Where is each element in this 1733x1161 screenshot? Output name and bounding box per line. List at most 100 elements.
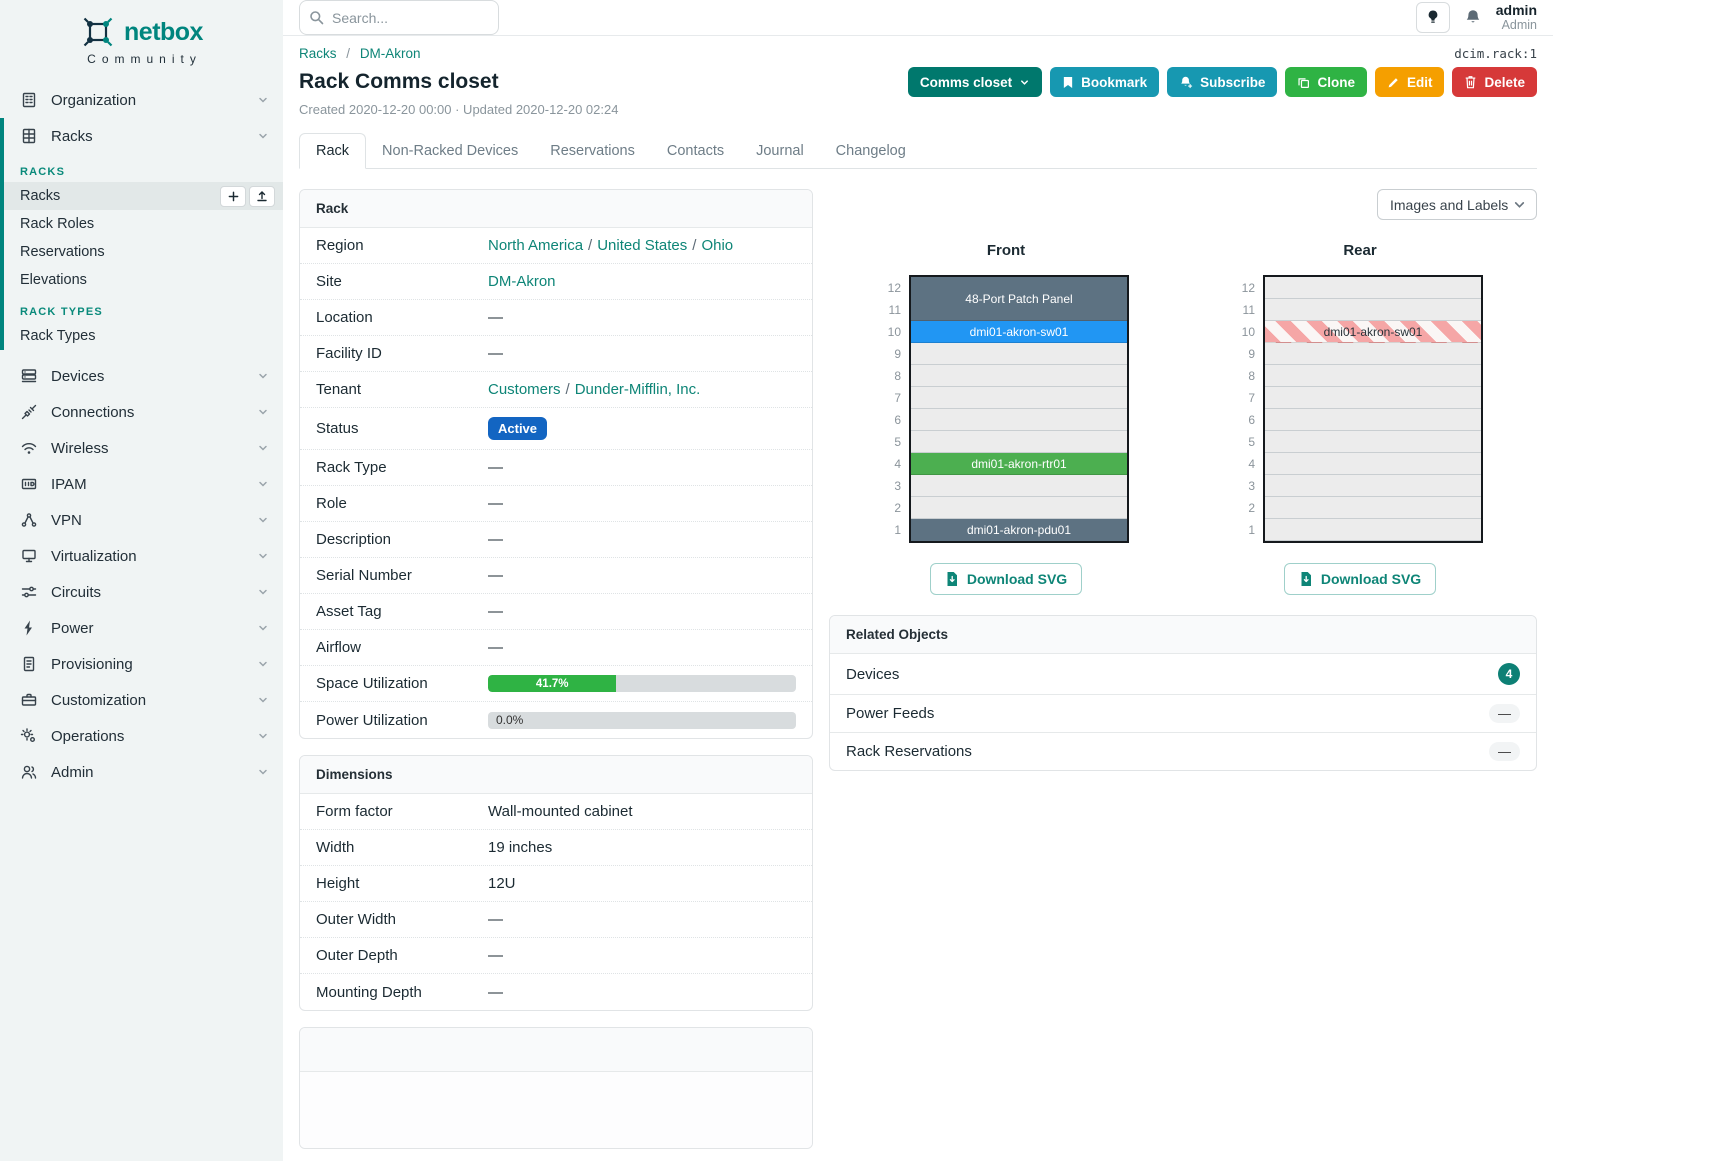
sidebar-item-provisioning[interactable]: Provisioning — [0, 646, 283, 682]
region-link[interactable]: United States — [597, 237, 688, 254]
copy-icon — [1298, 77, 1310, 88]
user-menu[interactable]: admin Admin — [1496, 2, 1537, 34]
related-devices-row[interactable]: Devices 4 — [830, 654, 1536, 695]
subscribe-button[interactable]: Subscribe — [1167, 67, 1278, 97]
sidebar-item-label: Circuits — [51, 583, 102, 601]
edit-label: Edit — [1406, 74, 1433, 90]
sidebar-racks-expanded-group: Racks RACKS Racks Rack Roles — [0, 118, 283, 350]
rack-device[interactable]: dmi01-akron-rtr01 — [911, 453, 1127, 475]
rack-unit-number: 7 — [894, 391, 901, 405]
rack-unit-number: 1 — [894, 523, 901, 537]
upload-icon — [257, 191, 267, 202]
chevron-down-icon — [259, 625, 267, 631]
tab-reservations[interactable]: Reservations — [534, 133, 651, 168]
table-row: Outer Width — — [300, 902, 812, 938]
lightbulb-icon — [1428, 10, 1438, 24]
rack-device[interactable]: 48-Port Patch Panel — [911, 277, 1127, 321]
related-rack-reservations-row[interactable]: Rack Reservations — — [830, 733, 1536, 770]
sidebar-item-vpn[interactable]: VPN — [0, 502, 283, 538]
delete-label: Delete — [1484, 74, 1525, 90]
breadcrumb-racks-link[interactable]: Racks — [299, 46, 337, 61]
tab-changelog[interactable]: Changelog — [820, 133, 922, 168]
dimensions-panel-title: Dimensions — [300, 756, 812, 794]
sidebar-item-label: Devices — [51, 367, 105, 385]
add-rack-button[interactable] — [220, 185, 246, 207]
sidebar-item-customization[interactable]: Customization — [0, 682, 283, 718]
rack-unit-numbers: 12 11 10 9 8 7 6 5 4 3 2 1 — [883, 275, 909, 543]
rack-device[interactable]: dmi01-akron-sw01 — [911, 321, 1127, 343]
edit-button[interactable]: Edit — [1374, 67, 1445, 97]
chevron-down-icon — [259, 481, 267, 487]
rack-empty-unit — [1265, 365, 1481, 387]
region-link[interactable]: North America — [488, 237, 584, 254]
gears-icon — [20, 728, 35, 742]
rack-empty-unit — [1265, 497, 1481, 519]
users-icon — [21, 765, 37, 779]
rack-unit-number: 3 — [1248, 479, 1255, 493]
sidebar-item-wireless[interactable]: Wireless — [0, 430, 283, 466]
rack-name-dropdown-button[interactable]: Comms closet — [907, 67, 1043, 97]
vpn-icon — [21, 513, 37, 527]
sidebar-item-elevations[interactable]: Elevations — [4, 266, 283, 294]
power-feeds-empty-badge: — — [1489, 704, 1520, 723]
tenant-group-link[interactable]: Customers — [488, 381, 561, 398]
notifications-button[interactable] — [1464, 8, 1482, 26]
front-elevation: Front 12 11 10 9 8 7 6 5 4 3 2 1 48-Port Patch Pane… — [829, 236, 1183, 595]
bookmark-icon — [1063, 76, 1073, 88]
rack-empty-unit — [911, 475, 1127, 497]
download-svg-rear-button[interactable]: Download SVG — [1283, 563, 1437, 595]
bookmark-button[interactable]: Bookmark — [1050, 67, 1160, 97]
rear-elevation-title: Rear — [1343, 242, 1377, 259]
region-link[interactable]: Ohio — [701, 237, 734, 254]
sidebar-item-power[interactable]: Power — [0, 610, 283, 646]
chevron-down-icon — [259, 733, 267, 739]
table-row: Outer Depth — — [300, 938, 812, 974]
rack-unit-number: 5 — [894, 435, 901, 449]
sidebar-item-connections[interactable]: Connections — [0, 394, 283, 430]
import-racks-button[interactable] — [249, 185, 275, 207]
table-row: Form factor Wall-mounted cabinet — [300, 794, 812, 830]
clone-button[interactable]: Clone — [1285, 67, 1367, 97]
related-power-feeds-row[interactable]: Power Feeds — — [830, 695, 1536, 733]
pencil-icon — [1388, 77, 1398, 87]
rack-device[interactable]: dmi01-akron-pdu01 — [911, 519, 1127, 541]
tab-contacts[interactable]: Contacts — [651, 133, 740, 168]
sidebar-item-operations[interactable]: Operations — [0, 718, 283, 754]
site-link[interactable]: DM-Akron — [488, 273, 556, 290]
sidebar-item-rack-roles[interactable]: Rack Roles — [4, 210, 283, 238]
download-svg-front-button[interactable]: Download SVG — [929, 563, 1083, 595]
sidebar-item-admin[interactable]: Admin — [0, 754, 283, 790]
rack-unit-number: 6 — [1248, 413, 1255, 427]
ipam-icon — [21, 478, 37, 490]
theme-toggle-button[interactable] — [1415, 1, 1450, 33]
delete-button[interactable]: Delete — [1452, 67, 1537, 97]
sidebar-item-organization[interactable]: Organization — [0, 82, 283, 118]
rack-unit-number: 8 — [1248, 369, 1255, 383]
search-input[interactable] — [299, 0, 499, 35]
sidebar-item-ipam[interactable]: IPAM — [0, 466, 283, 502]
page-title: Rack Comms closet — [299, 70, 499, 93]
sidebar-item-circuits[interactable]: Circuits — [0, 574, 283, 610]
breadcrumb-site-link[interactable]: DM-Akron — [359, 46, 421, 61]
tab-journal[interactable]: Journal — [740, 133, 820, 168]
netbox-logo-icon — [83, 17, 113, 47]
object-type-label: dcim.rack:1 — [1454, 46, 1537, 61]
sidebar-item-rack-types[interactable]: Rack Types — [4, 322, 283, 350]
table-row: Width 19 inches — [300, 830, 812, 866]
sidebar-item-racks[interactable]: Racks — [4, 182, 283, 210]
rack-unit-number: 4 — [894, 457, 901, 471]
server-icon — [21, 369, 37, 383]
rack-empty-unit — [911, 497, 1127, 519]
sidebar-item-reservations[interactable]: Reservations — [4, 238, 283, 266]
dimensions-panel: Dimensions Form factor Wall-mounted cabi… — [299, 755, 813, 1011]
sidebar-item-virtualization[interactable]: Virtualization — [0, 538, 283, 574]
rack-unit-number: 2 — [1248, 501, 1255, 515]
sidebar-item-racks-group[interactable]: Racks — [4, 118, 283, 154]
netbox-logo[interactable]: netbox Community — [0, 14, 283, 82]
sidebar-item-devices[interactable]: Devices — [0, 358, 283, 394]
tab-rack[interactable]: Rack — [299, 133, 367, 169]
tab-non-racked-devices[interactable]: Non-Racked Devices — [366, 133, 534, 168]
tenant-link[interactable]: Dunder-Mifflin, Inc. — [574, 381, 701, 398]
elevation-view-select[interactable]: Images and Labels — [1377, 189, 1537, 220]
rack-device[interactable]: dmi01-akron-sw01 — [1265, 321, 1481, 343]
